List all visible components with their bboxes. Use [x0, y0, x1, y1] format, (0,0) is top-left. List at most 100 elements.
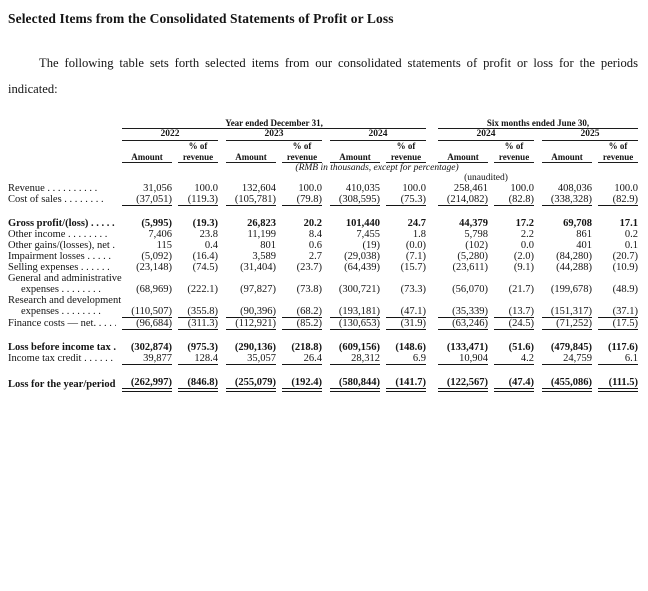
row-label: expenses . . . . . . . .: [21, 306, 101, 318]
cell-value: 35,057: [226, 352, 276, 365]
cell-value: 132,604: [241, 182, 276, 194]
cell-value: (37.1): [598, 305, 639, 318]
cell-value: (75.3): [386, 193, 427, 206]
cell-value: 100.0: [402, 182, 427, 194]
cell-value: 17.2: [515, 217, 535, 229]
cell-value: 6.1: [598, 352, 639, 365]
amount-header: Amount: [122, 151, 172, 163]
cell-value: 0.6: [308, 239, 322, 251]
cell-value: 2.7: [308, 250, 322, 262]
table-header-row: % of % of % of % of % of: [8, 141, 642, 152]
year-header: 2022: [122, 128, 218, 142]
intro-paragraph: The following table sets forth selected …: [8, 56, 638, 96]
cell-value: (141.7): [386, 364, 427, 392]
cell-value: (112,921): [226, 317, 276, 330]
table-row: Other gains/(losses), net . . . 115 0.4 801…: [8, 240, 642, 251]
cell-value: (455,086): [542, 364, 593, 392]
cell-value: 100.0: [298, 182, 322, 194]
cell-value: (48.9): [612, 283, 639, 295]
financial-table: Year ended December 31, Six months ended …: [8, 118, 642, 392]
row-label: Finance costs — net. . . . .: [8, 318, 116, 330]
cell-value: (0.0): [405, 239, 427, 251]
cell-value: (35,339): [438, 305, 489, 318]
amount-header: Amount: [226, 151, 276, 163]
year-header: 2023: [226, 128, 322, 142]
table-row: Loss for the year/period . . (262,997) (84…: [8, 364, 642, 392]
cell-value: (302,874): [130, 341, 172, 353]
cell-value: (47.4): [494, 364, 535, 392]
cell-value: (975.3): [187, 341, 218, 353]
cell-value: (479,845): [550, 341, 593, 353]
cell-value: 26,823: [247, 217, 276, 229]
cell-value: (214,082): [438, 193, 489, 206]
cell-value: 100.0: [614, 182, 639, 194]
cell-value: (7.1): [405, 250, 427, 262]
cell-value: (23,148): [136, 261, 172, 273]
cell-value: 115: [156, 239, 172, 251]
cell-value: (19.3): [192, 217, 218, 229]
cell-value: 801: [260, 239, 276, 251]
cell-value: 0.0: [520, 239, 535, 251]
cell-value: (85.2): [282, 317, 322, 330]
cell-value: (84,280): [556, 250, 593, 262]
row-label: Impairment losses . . . . .: [8, 250, 111, 262]
cell-value: (68.2): [282, 305, 322, 318]
cell-value: 3,589: [252, 250, 276, 262]
cell-value: (846.8): [178, 364, 218, 392]
table-row: Revenue . . . . . . . . . . 31,056 100.0 13…: [8, 183, 642, 194]
cell-value: (148.6): [395, 341, 427, 353]
cell-value: (262,997): [122, 364, 172, 392]
cell-value: (82.8): [494, 193, 535, 206]
amount-header: Amount: [438, 151, 489, 163]
row-label: Selling expenses . . . . . .: [8, 261, 110, 273]
cell-value: (31.9): [386, 317, 427, 330]
table-row: Selling expenses . . . . . . (23,148) (74.…: [8, 262, 642, 273]
cell-value: 861: [576, 228, 593, 240]
row-label: expenses . . . . . . . .: [21, 283, 101, 295]
cell-value: (13.7): [494, 305, 535, 318]
cell-value: (17.5): [598, 317, 639, 330]
cell-value: (218.8): [291, 341, 322, 353]
cell-value: (47.1): [386, 305, 427, 318]
cell-value: 69,708: [563, 217, 593, 229]
cell-value: (23.7): [296, 261, 322, 273]
cell-value: 4.2: [494, 352, 535, 365]
table-header-year-row: 2022 2023 2024 2024 2025: [8, 128, 642, 142]
year-header: 2024: [438, 128, 535, 142]
cell-value: 401: [576, 239, 593, 251]
cell-value: 17.1: [619, 217, 639, 229]
cell-value: (5,995): [141, 217, 172, 229]
cell-value: (193,181): [330, 305, 380, 318]
cell-value: 258,461: [453, 182, 489, 194]
row-label: Loss for the year/period . .: [8, 378, 116, 390]
cell-value: (290,136): [234, 341, 276, 353]
cell-value: (56,070): [452, 283, 489, 295]
cell-value: (5,092): [141, 250, 172, 262]
cell-value: (102): [465, 239, 489, 251]
cell-value: (338,328): [542, 193, 593, 206]
table-row: Cost of sales . . . . . . . . (37,051) (11…: [8, 193, 642, 206]
cell-value: 24,759: [542, 352, 593, 365]
cell-value: (37,051): [122, 193, 172, 206]
cell-value: 0.1: [624, 239, 639, 251]
cell-value: (74.5): [192, 261, 218, 273]
cell-value: (21.7): [508, 283, 535, 295]
cell-value: (110,507): [122, 305, 172, 318]
cell-value: 0.2: [624, 228, 639, 240]
table-row: Finance costs — net. . . . . (96,684) (311…: [8, 317, 642, 330]
cell-value: 1.8: [412, 228, 427, 240]
table-header-group-row: Year ended December 31, Six months ended …: [8, 118, 642, 130]
units-note: (RMB in thousands, except for percentage…: [295, 162, 459, 173]
row-label: General and administrative: [8, 272, 122, 284]
cell-value: (255,079): [226, 364, 276, 392]
cell-value: 23.8: [199, 228, 218, 240]
cell-value: (130,653): [330, 317, 380, 330]
cell-value: (355.8): [178, 305, 218, 318]
cell-value: (63,246): [438, 317, 489, 330]
cell-value: 8.4: [308, 228, 322, 240]
table-row: General and administrative: [8, 273, 642, 284]
revenue-header: revenue: [494, 151, 535, 163]
cell-value: 7,455: [356, 228, 380, 240]
cell-value: 7,406: [148, 228, 172, 240]
table-row: Other income . . . . . . . . 7,406 23.8 11,…: [8, 229, 642, 240]
